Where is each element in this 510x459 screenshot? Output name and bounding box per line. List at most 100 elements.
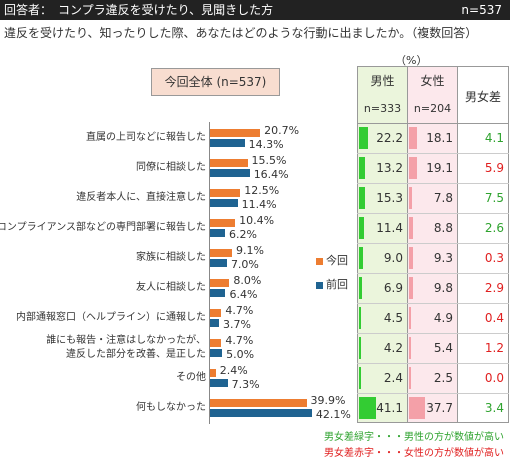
male-bar (359, 247, 363, 269)
male-value: 9.0 (383, 251, 403, 265)
category-label: 誰にも報告・注意はしなかったが、 違反した部分を改善、是正した (46, 335, 206, 360)
diff-column-header: 男女差 (464, 90, 501, 104)
bar-now (210, 249, 233, 257)
diff-value: 4.1 (484, 131, 504, 145)
male-bar (359, 397, 377, 419)
table-divider (357, 422, 509, 423)
header-title: 回答者： コンプラ違反を受けたり、見聞きした方 (4, 3, 274, 17)
male-bar (359, 187, 366, 209)
data-label-prev: 6.2% (229, 228, 257, 241)
male-bar (359, 157, 365, 179)
bar-now (210, 309, 222, 317)
bar-prev (210, 289, 226, 297)
female-value: 9.3 (433, 251, 453, 265)
male-sample-size: n=333 (363, 102, 402, 115)
bar-now (210, 219, 236, 227)
female-bar (409, 187, 413, 209)
legend-now: 今回 (316, 252, 348, 268)
bar-prev (210, 229, 225, 237)
data-label-prev: 42.1% (315, 408, 351, 421)
female-bar (409, 367, 411, 389)
data-label-now: 20.7% (264, 124, 300, 137)
female-value: 5.4 (433, 341, 453, 355)
male-value: 41.1 (376, 401, 403, 415)
legend-prev-swatch (316, 281, 323, 289)
male-bar (359, 367, 361, 389)
bar-now (210, 339, 222, 347)
data-label-now: 12.5% (244, 184, 280, 197)
bar-prev (210, 379, 228, 387)
data-label-now: 2.4% (219, 364, 248, 377)
male-bar (359, 217, 364, 239)
legend-now-swatch (316, 257, 323, 265)
bar-prev (210, 319, 219, 327)
data-label-prev: 11.4% (241, 198, 277, 211)
unit-label: （%） (395, 54, 428, 67)
category-label: その他 (176, 372, 206, 383)
category-label: 友人に相談した (136, 282, 206, 293)
bar-prev (210, 199, 238, 207)
category-label: 家族に相談した (136, 252, 206, 263)
table-row-divider (357, 153, 509, 154)
male-value: 4.5 (383, 311, 403, 325)
bar-prev (210, 259, 227, 267)
bar-now (210, 129, 261, 137)
bar-now (210, 369, 216, 377)
male-bar (359, 337, 361, 359)
data-label-now: 10.4% (239, 214, 275, 227)
data-label-now: 4.7% (225, 334, 254, 347)
male-value: 2.4 (383, 371, 403, 385)
female-column-header: 女性 (420, 74, 445, 88)
female-bar (409, 277, 414, 299)
data-label-now: 15.5% (251, 154, 287, 167)
female-bar (409, 157, 418, 179)
diff-value: 0.3 (484, 251, 504, 265)
header-bar: 回答者： コンプラ違反を受けたり、見聞きした方 n=537 (0, 0, 510, 20)
female-value: 18.1 (426, 131, 453, 145)
data-label-prev: 7.0% (230, 258, 259, 271)
table-divider (457, 66, 458, 423)
male-column-bg (358, 66, 407, 423)
female-value: 2.5 (433, 371, 453, 385)
female-column-bg (408, 66, 457, 423)
table-row-divider (357, 183, 509, 184)
female-sample-size: n=204 (413, 102, 452, 115)
table-row-divider (357, 273, 509, 274)
female-value: 8.8 (433, 221, 453, 235)
male-bar (359, 127, 369, 149)
female-bar (409, 307, 412, 329)
table-row-divider (357, 243, 509, 244)
female-value: 4.9 (433, 311, 453, 325)
table-row-divider (357, 333, 509, 334)
male-value: 4.2 (383, 341, 403, 355)
data-label-prev: 3.7% (222, 318, 251, 331)
male-value: 15.3 (376, 191, 403, 205)
category-label: 違反者本人に、直接注意した (76, 192, 206, 203)
table-divider (357, 66, 358, 423)
bar-prev (210, 139, 245, 147)
female-bar (409, 397, 425, 419)
male-bar (359, 307, 361, 329)
data-label-prev: 6.4% (229, 288, 258, 301)
data-label-now: 4.7% (225, 304, 254, 317)
bar-prev (210, 349, 223, 357)
diff-value: 0.0 (484, 371, 504, 385)
note-green: 男女差緑字・・・男性の方が数値が高い (324, 432, 504, 443)
category-label: 直属の上司などに報告した (86, 132, 206, 143)
diff-value: 5.9 (484, 161, 504, 175)
male-value: 11.4 (376, 221, 403, 235)
category-label: 何もしなかった (136, 402, 206, 413)
category-label: 同僚に相談した (136, 162, 206, 173)
data-label-now: 8.0% (233, 274, 262, 287)
diff-value: 2.9 (484, 281, 504, 295)
overall-sample-box: 今回全体 (n=537) (151, 68, 280, 96)
male-bar (359, 277, 362, 299)
category-label: 内部通報窓口（ヘルプライン）に通報した (16, 312, 206, 323)
bar-prev (210, 169, 250, 177)
bar-now (210, 189, 241, 197)
legend-now-label: 今回 (326, 254, 348, 267)
chart-axis (209, 122, 210, 424)
diff-value: 0.4 (484, 311, 504, 325)
bar-prev (210, 409, 312, 417)
note-red: 男女差赤字・・・女性の方が数値が高い (324, 448, 504, 459)
